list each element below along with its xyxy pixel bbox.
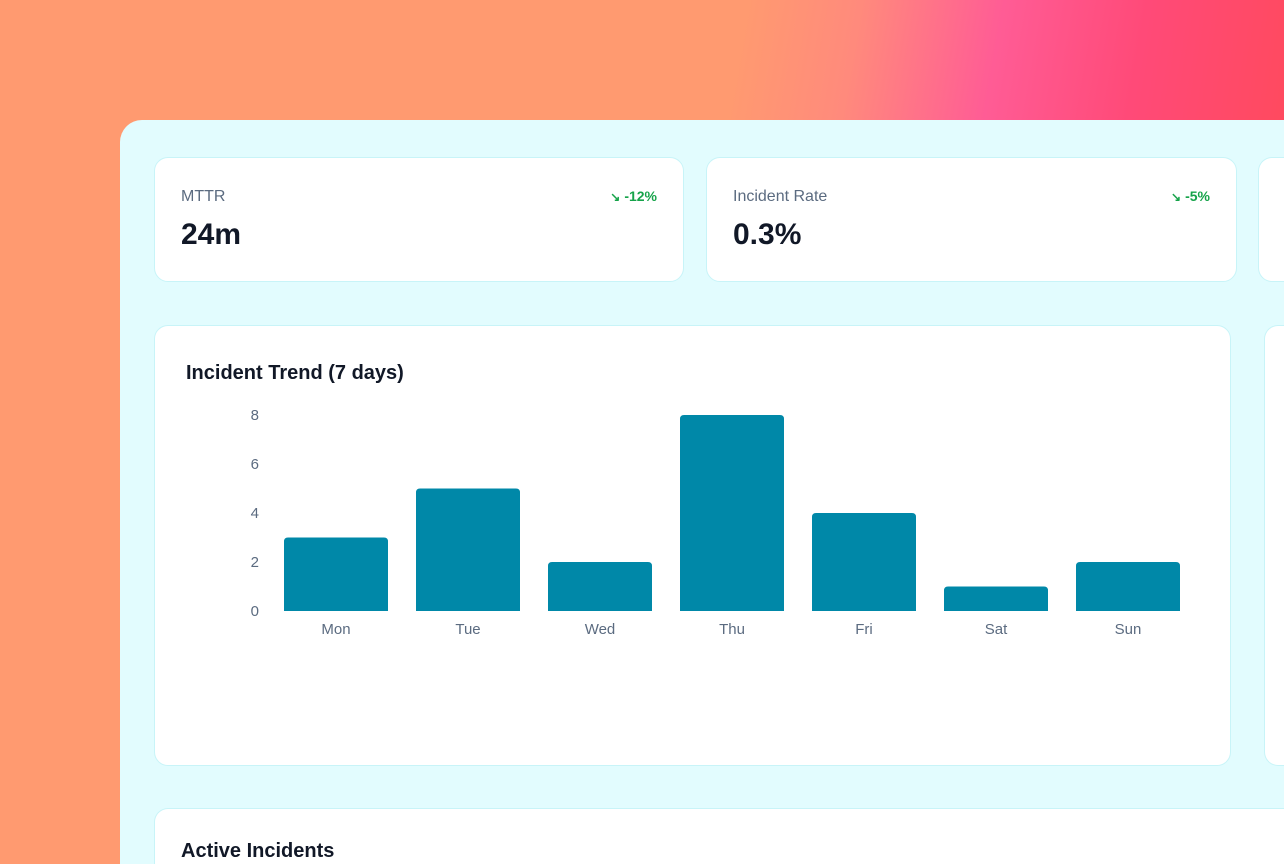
incident-trend-card: Incident Trend (7 days) 0 2 4 6 8 Mon Tue Wed Th… bbox=[154, 325, 1231, 766]
y-tick-label: 6 bbox=[251, 456, 259, 473]
section-title: Active Incidents bbox=[181, 840, 335, 862]
y-tick-label: 0 bbox=[251, 603, 259, 620]
x-tick-label: Tue bbox=[455, 621, 480, 638]
x-tick-label: Sat bbox=[985, 621, 1008, 638]
bar-fri bbox=[812, 513, 916, 611]
x-tick-label: Fri bbox=[855, 621, 873, 638]
bar-sun bbox=[1076, 562, 1180, 611]
y-tick-label: 4 bbox=[251, 505, 259, 522]
bar-mon bbox=[284, 537, 388, 611]
kpi-delta: ↘ -12% bbox=[610, 188, 657, 204]
kpi-delta-value: -12% bbox=[624, 188, 657, 204]
x-tick-label: Thu bbox=[719, 621, 745, 638]
incident-trend-chart: 0 2 4 6 8 Mon Tue Wed Thu Fri Sat Sun bbox=[251, 407, 1180, 638]
y-tick-label: 2 bbox=[251, 554, 259, 571]
kpi-delta-value: -5% bbox=[1185, 188, 1210, 204]
kpi-card-partial bbox=[1258, 157, 1284, 282]
bar-thu bbox=[680, 415, 784, 611]
bar-sat bbox=[944, 586, 1048, 611]
trending-down-icon: ↘ bbox=[610, 190, 621, 204]
chart-title: Incident Trend (7 days) bbox=[186, 362, 404, 384]
trending-down-icon: ↘ bbox=[1171, 190, 1182, 204]
kpi-label: MTTR bbox=[181, 188, 226, 205]
bar-tue bbox=[416, 488, 520, 611]
x-tick-label: Sun bbox=[1115, 621, 1142, 638]
kpi-label: Incident Rate bbox=[733, 188, 828, 205]
bar-wed bbox=[548, 562, 652, 611]
side-card-partial bbox=[1264, 325, 1284, 766]
x-tick-label: Mon bbox=[321, 621, 350, 638]
kpi-card-mttr: MTTR 24m ↘ -12% bbox=[154, 157, 684, 282]
active-incidents-card: Active Incidents bbox=[154, 808, 1284, 864]
kpi-delta: ↘ -5% bbox=[1171, 188, 1210, 204]
kpi-value: 0.3% bbox=[733, 218, 802, 251]
y-tick-label: 8 bbox=[251, 407, 259, 424]
kpi-value: 24m bbox=[181, 218, 242, 251]
kpi-card-incident-rate: Incident Rate 0.3% ↘ -5% bbox=[706, 157, 1237, 282]
x-tick-label: Wed bbox=[585, 621, 616, 638]
